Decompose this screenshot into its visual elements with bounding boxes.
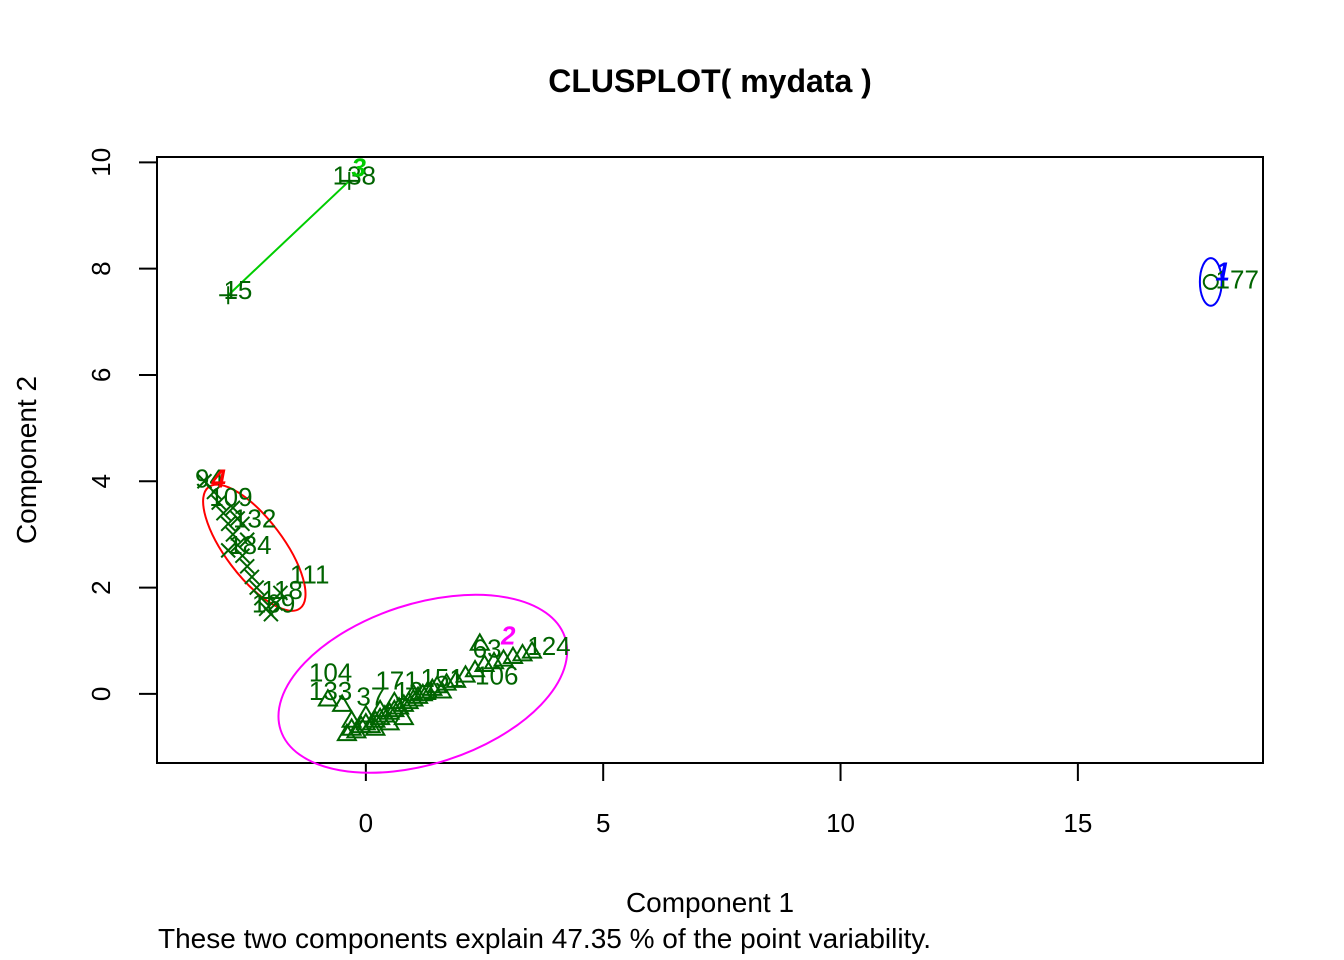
x-tick-label: 15 xyxy=(1063,808,1092,838)
data-point xyxy=(340,709,363,728)
data-point xyxy=(421,677,444,696)
data-point xyxy=(225,500,241,516)
data-point xyxy=(248,579,265,596)
point-label: 121 xyxy=(394,676,437,706)
data-point xyxy=(267,595,284,612)
data-point xyxy=(355,704,377,723)
y-axis: 0 2 4 6 8 10 xyxy=(86,148,158,701)
point-label: 104 xyxy=(309,658,352,688)
point-label: 106 xyxy=(475,660,518,690)
cluster-ellipse xyxy=(1198,257,1223,307)
y-tick-label: 0 xyxy=(86,687,116,701)
data-point xyxy=(229,510,246,527)
cluster-label: 1 xyxy=(1215,256,1229,286)
data-point xyxy=(229,537,246,553)
data-point xyxy=(239,532,255,548)
cluster-label: 4 xyxy=(210,464,226,494)
data-point xyxy=(317,688,339,707)
data-point xyxy=(215,505,232,521)
point-label: 138 xyxy=(333,161,376,191)
point-label: 94 xyxy=(195,464,224,494)
cluster-segment xyxy=(227,180,350,296)
cluster-label: 3 xyxy=(352,153,367,183)
y-axis-label: Component 2 xyxy=(11,376,42,544)
data-point xyxy=(393,706,415,726)
data-point xyxy=(431,680,453,699)
point-label: 109 xyxy=(209,482,252,512)
y-tick-label: 8 xyxy=(86,261,116,275)
point-label: 177 xyxy=(1216,264,1259,294)
data-point xyxy=(219,286,238,305)
cluster-label: 2 xyxy=(500,620,516,650)
data-point xyxy=(445,669,467,688)
x-axis-label: Component 1 xyxy=(626,887,794,918)
data-point xyxy=(402,682,425,702)
data-point xyxy=(521,640,543,659)
data-point xyxy=(234,547,251,564)
y-tick-label: 6 xyxy=(86,368,116,382)
data-point xyxy=(469,632,491,651)
x-axis: 0 5 10 15 xyxy=(359,762,1092,838)
variability-subtitle: These two components explain 47.35 % of … xyxy=(158,923,931,954)
data-point xyxy=(340,171,359,190)
data-point xyxy=(454,664,477,683)
data-point xyxy=(239,558,255,575)
data-point xyxy=(378,712,401,731)
x-tick-label: 10 xyxy=(826,808,855,838)
chart-title: CLUSPLOT( mydata ) xyxy=(548,63,872,99)
point-label: 184 xyxy=(228,530,271,560)
point-label: 171 xyxy=(375,666,418,696)
data-point xyxy=(253,590,270,606)
data-point xyxy=(220,542,236,559)
point-label: 63 xyxy=(473,634,502,664)
data-point xyxy=(263,606,279,622)
point-label: 169 xyxy=(252,589,295,619)
point-label: 151 xyxy=(420,663,463,693)
point-label: 15 xyxy=(223,275,252,305)
point-label: 132 xyxy=(233,503,276,533)
point-label: 118 xyxy=(261,575,302,605)
x-tick-label: 0 xyxy=(359,808,373,838)
y-tick-label: 4 xyxy=(86,474,116,488)
data-point xyxy=(464,659,486,678)
data-point xyxy=(383,690,406,710)
y-tick-label: 10 xyxy=(86,148,116,177)
point-label: 37 xyxy=(356,682,385,712)
data-point xyxy=(244,569,260,585)
data-point xyxy=(331,693,353,712)
data-point xyxy=(206,484,222,500)
data-point xyxy=(272,585,289,601)
point-label: 124 xyxy=(527,631,570,661)
data-point xyxy=(416,680,439,699)
data-point xyxy=(220,516,236,532)
x-tick-label: 5 xyxy=(596,808,610,838)
cluster-ellipse xyxy=(277,593,569,774)
data-point xyxy=(211,494,227,511)
y-tick-label: 2 xyxy=(86,580,116,594)
point-label: 133 xyxy=(309,676,352,706)
point-label: 111 xyxy=(290,559,330,589)
data-point xyxy=(1202,273,1219,290)
data-point xyxy=(364,717,387,736)
